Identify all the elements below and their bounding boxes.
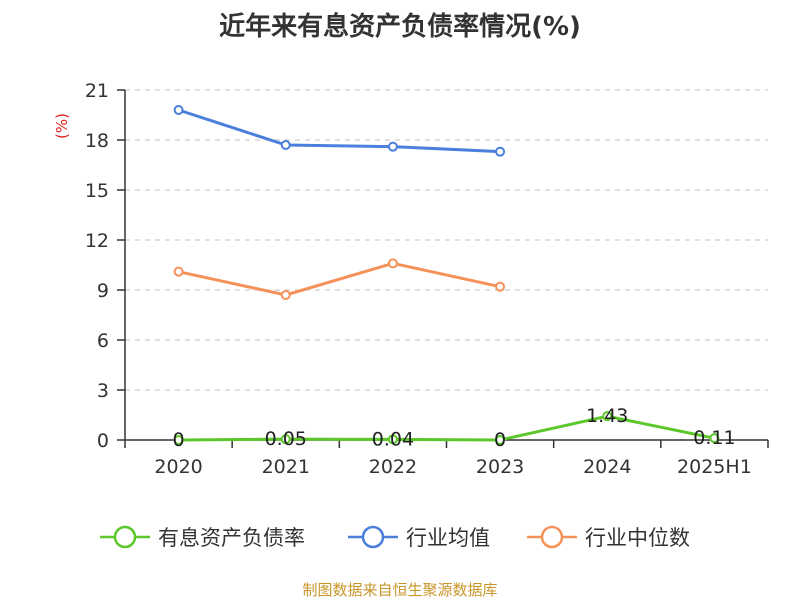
data-label: 0.05 (265, 428, 307, 450)
legend-label: 有息资产负债率 (158, 526, 305, 550)
data-point (387, 434, 398, 445)
series-line (178, 108, 501, 154)
data-point (280, 290, 291, 300)
data-point (280, 434, 291, 445)
data-point (173, 105, 184, 115)
y-tick-label: 6 (97, 330, 109, 352)
x-tick-label: 2022 (369, 456, 417, 478)
series-line (178, 414, 715, 442)
y-axis-label: (%) (53, 113, 71, 139)
grid-lines (125, 89, 768, 391)
x-tick-label: 2023 (476, 456, 524, 478)
axes: 0 3 6 9 12 15 18 21 2020 2021 2022 2023 2024 2025H1 (%… (53, 80, 769, 478)
y-tick-label: 21 (85, 80, 109, 102)
y-tick-label: 0 (97, 430, 109, 452)
source-note: 制图数据来自恒生聚源数据库 (302, 581, 498, 599)
data-label: 0 (494, 429, 506, 451)
legend-marker (540, 525, 564, 549)
data-point (602, 411, 613, 422)
data-point (709, 433, 720, 444)
legend: 有息资产负债率 行业均值 行业中位数 (100, 525, 690, 550)
data-point (387, 258, 398, 269)
y-tick-label: 9 (97, 280, 109, 302)
data-point (495, 146, 506, 157)
data-label: 0 (173, 429, 185, 451)
y-tick-label: 3 (97, 380, 109, 402)
data-point (173, 435, 184, 445)
x-tick-label: 2021 (262, 456, 310, 478)
y-tick-label: 18 (85, 130, 109, 152)
data-point (495, 435, 506, 445)
x-tick-label: 2024 (583, 456, 631, 478)
x-tick-label: 2020 (154, 456, 202, 478)
x-tick-label: 2025H1 (677, 456, 752, 478)
data-label: 0.04 (372, 428, 414, 450)
data-label: 0.11 (693, 427, 735, 449)
y-tick-label: 12 (85, 230, 109, 252)
y-tick-label: 15 (85, 180, 109, 202)
legend-marker (361, 525, 385, 549)
legend-label: 行业中位数 (585, 526, 690, 550)
data-labels: 0 0.05 0.04 0 1.43 0.11 (173, 405, 736, 451)
data-point (173, 266, 184, 277)
data-label: 1.43 (586, 405, 628, 427)
series-lines (173, 105, 720, 445)
series-line (178, 261, 501, 297)
data-point (495, 281, 506, 292)
data-point (387, 141, 398, 152)
chart-title: 近年来有息资产负债率情况(%) (219, 12, 581, 42)
data-point (280, 140, 291, 150)
legend-marker (113, 525, 137, 549)
legend-label: 行业均值 (406, 526, 490, 550)
